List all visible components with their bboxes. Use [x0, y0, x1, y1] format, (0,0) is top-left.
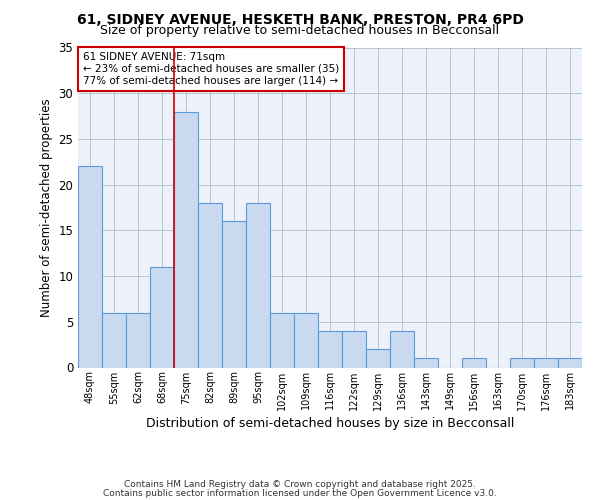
Bar	[366, 349, 390, 368]
Bar	[174, 112, 198, 368]
Bar	[270, 312, 294, 368]
Bar	[534, 358, 558, 368]
Bar	[510, 358, 534, 368]
Bar	[198, 203, 222, 368]
Bar	[78, 166, 102, 368]
Text: Contains HM Land Registry data © Crown copyright and database right 2025.: Contains HM Land Registry data © Crown c…	[124, 480, 476, 489]
Bar	[414, 358, 438, 368]
X-axis label: Distribution of semi-detached houses by size in Becconsall: Distribution of semi-detached houses by …	[146, 416, 514, 430]
Text: Size of property relative to semi-detached houses in Becconsall: Size of property relative to semi-detach…	[100, 24, 500, 37]
Bar	[318, 331, 342, 368]
Bar	[222, 221, 246, 368]
Bar	[390, 331, 414, 368]
Bar	[102, 312, 126, 368]
Text: 61, SIDNEY AVENUE, HESKETH BANK, PRESTON, PR4 6PD: 61, SIDNEY AVENUE, HESKETH BANK, PRESTON…	[77, 14, 523, 28]
Bar	[126, 312, 150, 368]
Bar	[558, 358, 582, 368]
Bar	[294, 312, 318, 368]
Text: Contains public sector information licensed under the Open Government Licence v3: Contains public sector information licen…	[103, 489, 497, 498]
Bar	[462, 358, 486, 368]
Y-axis label: Number of semi-detached properties: Number of semi-detached properties	[40, 98, 53, 317]
Bar	[150, 267, 174, 368]
Text: 61 SIDNEY AVENUE: 71sqm
← 23% of semi-detached houses are smaller (35)
77% of se: 61 SIDNEY AVENUE: 71sqm ← 23% of semi-de…	[83, 52, 339, 86]
Bar	[246, 203, 270, 368]
Bar	[342, 331, 366, 368]
